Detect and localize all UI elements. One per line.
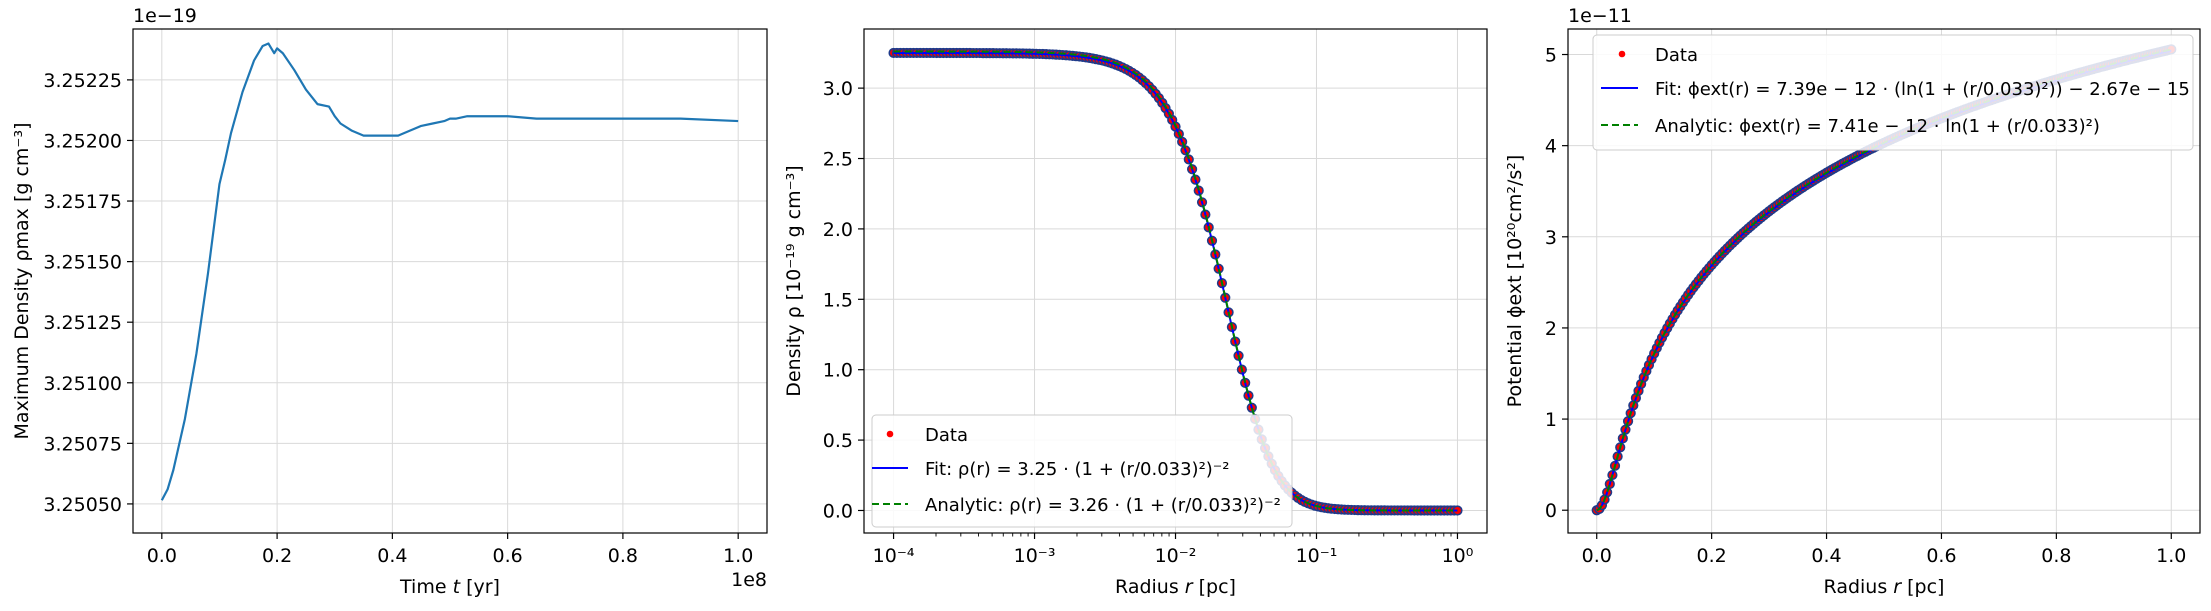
chart2-y-tick-label: 0.5	[823, 430, 853, 452]
chart3-x-axis-label: Radius r [pc]	[1824, 576, 1945, 598]
chart1-x-offset-label: 1e8	[731, 569, 767, 591]
chart1-y-tick-label: 3.25150	[43, 252, 122, 274]
chart1-x-tick-label: 0.8	[608, 545, 638, 567]
chart2-x-tick-label: 10⁻⁴	[873, 545, 915, 567]
chart1-y-tick-label: 3.25225	[43, 70, 122, 92]
chart-2: 10⁻⁴ 10⁻³ 10⁻² 10⁻¹ 10⁰ 0.0 0.5 1.0 1.5 2.0 2.5 3.0…	[783, 28, 1488, 598]
chart3-legend-marker	[1618, 50, 1626, 58]
chart3-x-tick-label: 1.0	[2156, 545, 2186, 567]
chart1-y-tick-label: 3.25100	[43, 373, 122, 395]
chart1-x-tick-label: 0.0	[147, 545, 177, 567]
chart3-y-tick-label: 1	[1545, 409, 1557, 431]
chart2-legend: Data Fit: ρ(r) = 3.25 · (1 + (r/0.033)²)⁻…	[871, 414, 1293, 528]
chart2-y-tick-label: 1.5	[823, 289, 853, 311]
chart3-y-offset-label: 1e−11	[1568, 5, 1632, 27]
chart2-plot-frame	[863, 28, 1488, 534]
chart3-plot-frame	[1567, 28, 2201, 534]
chart2-y-tick-label: 2.0	[823, 219, 853, 241]
chart2-legend-label: Data	[925, 425, 968, 446]
chart2-legend-marker	[886, 430, 894, 438]
chart2-x-tick-label: 10⁻³	[1014, 545, 1056, 567]
chart1-plot-frame	[132, 28, 768, 534]
chart3-x-tick-label: 0.8	[2041, 545, 2071, 567]
chart2-y-tick-label: 3.0	[823, 78, 853, 100]
chart1-y-tick-label: 3.25200	[43, 130, 122, 152]
chart3-y-tick-label: 0	[1545, 500, 1557, 522]
chart1-x-tick-label: 0.4	[377, 545, 407, 567]
chart2-legend-box	[871, 414, 1293, 528]
chart2-y-axis-label: Density ρ [10⁻¹⁹ g cm⁻³]	[783, 165, 805, 396]
chart2-x-axis-label: Radius r [pc]	[1115, 576, 1236, 598]
chart3-legend-label: Fit: ϕext(r) = 7.39e − 12 · (ln(1 + (r/0…	[1655, 79, 2190, 100]
chart1-x-tick-label: 0.6	[493, 545, 523, 567]
chart2-y-tick-label: 0.0	[823, 500, 853, 522]
chart3-y-tick-label: 3	[1545, 227, 1557, 249]
chart1-y-tick-label: 3.25125	[43, 312, 122, 334]
chart2-x-tick-label: 10⁻²	[1155, 545, 1197, 567]
chart3-x-tick-label: 0.0	[1582, 545, 1612, 567]
chart1-x-axis-label: Time t [yr]	[399, 576, 500, 598]
chart3-y-tick-label: 2	[1545, 318, 1557, 340]
chart2-legend-label: Analytic: ρ(r) = 3.26 · (1 + (r/0.033)²)…	[925, 495, 1281, 516]
chart3-y-axis-label: Potential ϕext [10²⁰cm²/s²]	[1504, 155, 1526, 408]
chart1-y-axis-label: Maximum Density ρmax [g cm⁻³]	[11, 123, 33, 440]
chart2-legend-label: Fit: ρ(r) = 3.25 · (1 + (r/0.033)²)⁻²	[925, 459, 1230, 480]
chart3-legend: Data Fit: ϕext(r) = 7.39e − 12 · (ln(1 + …	[1592, 34, 2194, 151]
chart3-legend-label: Analytic: ϕext(r) = 7.41e − 12 · ln(1 + …	[1655, 116, 2100, 137]
chart2-plot-area	[888, 47, 1463, 516]
chart2-x-tick-label: 10⁻¹	[1296, 545, 1338, 567]
chart-3: 0.0 0.2 0.4 0.6 0.8 1.0 0 1 2 3 4 5 Radius r [pc] 1e−…	[1504, 5, 2201, 598]
chart1-series-line	[160, 42, 739, 501]
chart2-x-tick-label: 10⁰	[1442, 545, 1474, 567]
chart3-y-tick-label: 4	[1545, 136, 1557, 158]
chart1-y-tick-label: 3.25175	[43, 191, 122, 213]
chart3-y-tick-label: 5	[1545, 45, 1557, 67]
chart3-legend-label: Data	[1655, 45, 1698, 66]
chart2-y-tick-label: 1.0	[823, 360, 853, 382]
chart2-y-tick-label: 2.5	[823, 149, 853, 171]
chart1-y-tick-label: 3.25050	[43, 494, 122, 516]
chart3-x-tick-label: 0.4	[1811, 545, 1841, 567]
chart2-analytic-line	[893, 50, 1458, 512]
chart3-legend-box	[1592, 34, 2194, 151]
chart3-x-tick-label: 0.2	[1697, 545, 1727, 567]
chart1-y-tick-label: 3.25075	[43, 433, 122, 455]
chart1-x-tick-label: 1.0	[723, 545, 753, 567]
chart1-y-offset-label: 1e−19	[133, 5, 197, 27]
chart-1: 0.0 0.2 0.4 0.6 0.8 1.0 3.25050 3.25075 3.25100 3…	[11, 5, 768, 598]
chart1-x-tick-label: 0.2	[262, 545, 292, 567]
chart3-x-tick-label: 0.6	[1926, 545, 1956, 567]
